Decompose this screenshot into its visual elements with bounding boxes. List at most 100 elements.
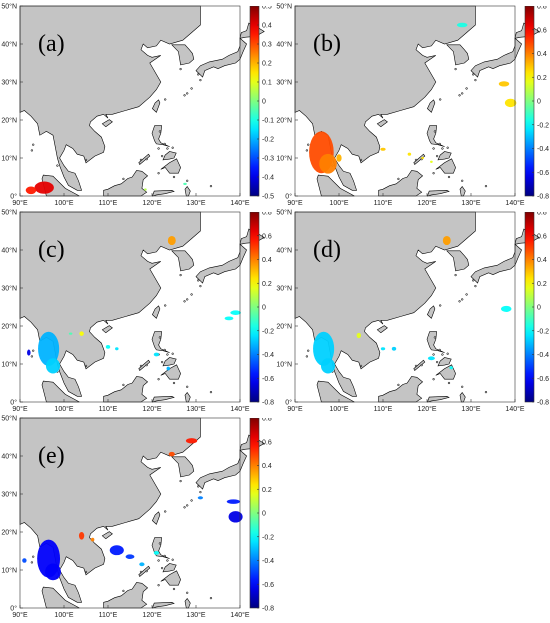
islet: [474, 284, 477, 288]
islet: [461, 298, 464, 301]
landmass: [195, 37, 247, 78]
islet: [164, 304, 167, 307]
lat-tick-label: 0°: [10, 605, 17, 613]
islet: [158, 542, 162, 545]
anomaly-patch: [421, 156, 424, 160]
landmass: [459, 391, 466, 403]
panel-e: (e) 0° 10°N 20°N 30°N 40°N 50°N 90°E 100°E 110°E…: [1, 415, 300, 620]
islet: [172, 587, 176, 591]
colorbar-tick-label: -0.2: [262, 534, 274, 541]
colorbar-tick-label: 0.3: [262, 42, 272, 49]
colorbar-tick-label: -0.6: [537, 376, 549, 383]
colorbar-a: 0.5 0.4 0.3 0.2 0.1 0 -0.1 -0.2 -0.3 -0.4 -0.5: [249, 6, 274, 201]
lat-tick-label: 30°N: [1, 491, 17, 499]
islet: [122, 589, 125, 593]
islet: [472, 73, 475, 76]
anomaly-patch: [427, 356, 435, 361]
islet: [84, 364, 88, 368]
anomaly-patch: [167, 235, 176, 246]
islet: [32, 143, 35, 146]
islet: [433, 336, 437, 339]
colorbar-tick-label: 0: [537, 99, 541, 106]
islet: [461, 92, 464, 95]
islet: [465, 87, 468, 90]
lat-tick-label: 20°N: [1, 323, 17, 331]
colorbar-tick-label: 0.6: [537, 27, 547, 34]
panel-b: (b) 0° 10°N 20°N 30°N 40°N 50°N 90°E 100°E 110°E…: [276, 3, 549, 208]
anomaly-patch: [504, 98, 517, 108]
anomaly-patch: [166, 366, 171, 371]
lat-tick-label: 40°N: [1, 247, 17, 255]
islet: [197, 73, 200, 76]
lon-tick-label: 120°E: [142, 405, 161, 413]
lon-tick-label: 110°E: [374, 405, 393, 413]
lon-tick-label: 90°E: [12, 405, 28, 413]
lat-tick-label: 0°: [285, 193, 292, 201]
landmass: [446, 250, 470, 272]
colorbar-b: 0.8 0.6 0.4 0.2 0 -0.2 -0.4 -0.6 -0.8: [524, 6, 549, 201]
anomaly-patch: [380, 347, 386, 351]
colorbar-tick-label: 0.2: [537, 281, 547, 288]
lon-tick-label: 120°E: [417, 405, 436, 413]
landmass: [151, 331, 170, 353]
lon-tick-label: 90°E: [12, 199, 28, 207]
landmass: [103, 170, 149, 197]
landmass: [162, 563, 177, 573]
anomaly-c: [27, 235, 241, 374]
islet: [157, 584, 160, 587]
islet: [447, 381, 451, 385]
anomaly-patch: [105, 345, 111, 349]
colorbar-tick-label: 0.4: [262, 23, 272, 30]
islet: [30, 561, 34, 564]
islet: [164, 98, 167, 101]
lon-tick-label: 130°E: [461, 405, 480, 413]
islet: [145, 157, 148, 161]
lat-tick-label: 10°N: [1, 567, 17, 575]
islet: [432, 172, 435, 175]
colorbar-tick-label: -0.8: [537, 400, 549, 407]
islet: [166, 559, 169, 562]
anomaly-patch: [78, 532, 85, 540]
anomaly-patch: [500, 305, 512, 312]
islet: [438, 348, 441, 352]
landmass: [152, 99, 161, 113]
colorbar-tick-label: -0.6: [262, 582, 274, 589]
lat-tick-label: 30°N: [1, 285, 17, 293]
lat-tick-label: 10°N: [1, 155, 17, 163]
lat-tick-label: 40°N: [276, 247, 292, 255]
lon-tick-label: 140°E: [505, 405, 524, 413]
anomaly-patch: [90, 537, 95, 542]
lat-tick-label: 40°N: [1, 41, 17, 49]
lon-tick-label: 130°E: [461, 199, 480, 207]
landmass: [160, 570, 181, 586]
landmass: [426, 331, 445, 353]
anomaly-patch: [153, 551, 160, 555]
lat-tick-label: 50°N: [1, 209, 17, 217]
islet: [171, 558, 174, 561]
anomaly-patch: [153, 352, 160, 357]
islet: [435, 360, 439, 364]
colorbar-tick-label: 0.4: [262, 257, 272, 264]
landmass: [378, 376, 424, 403]
lat-tick-label: 50°N: [1, 415, 17, 423]
map-e: (e) 0° 10°N 20°N 30°N 40°N 50°N 90°E 100°E 110°E…: [1, 415, 265, 619]
landmass: [19, 5, 201, 191]
anomaly-d: [313, 235, 512, 374]
anomaly-patch: [79, 331, 84, 336]
anomaly-patch: [68, 332, 73, 335]
islet: [454, 67, 457, 71]
islet: [158, 130, 162, 133]
landmass: [184, 597, 191, 609]
colorbar-tick-label: -0.5: [262, 194, 274, 201]
islet: [183, 94, 186, 97]
landmass: [160, 158, 181, 174]
islet: [474, 78, 477, 82]
lat-tick-label: 50°N: [1, 3, 17, 11]
islet: [171, 146, 174, 149]
islet: [359, 364, 363, 368]
colorbar-c: 0.8 0.6 0.4 0.2 0 -0.2 -0.4 -0.6 -0.8: [249, 212, 274, 407]
anomaly-patch: [442, 235, 451, 246]
islet: [163, 142, 166, 146]
colorbar-tick-label: -0.6: [537, 170, 549, 177]
lon-tick-label: 90°E: [12, 611, 28, 619]
